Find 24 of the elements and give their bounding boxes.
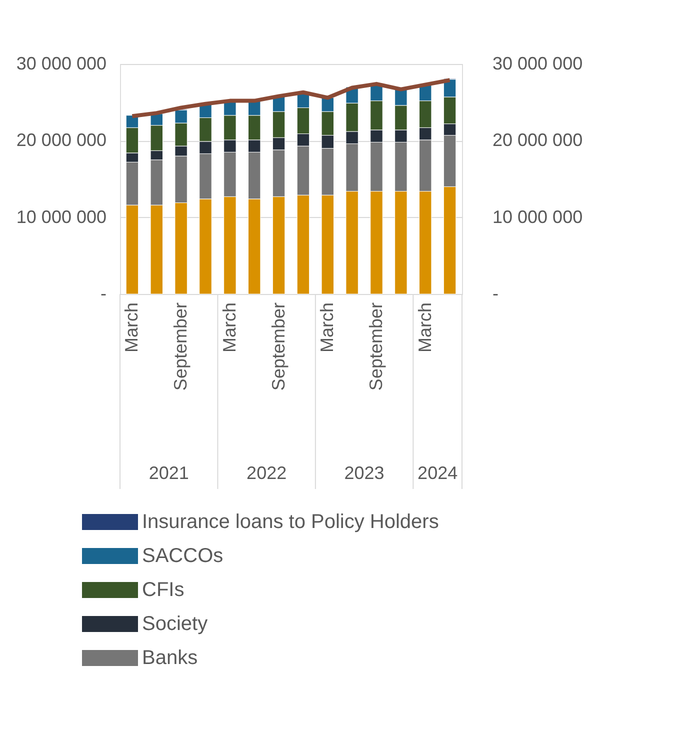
x-tick-label: September [170,302,191,391]
y-tick-label: 10 000 000 [16,206,106,227]
x-tick-label: March [414,302,435,353]
legend-label: Banks [142,647,198,669]
x-tick-label: March [122,302,142,353]
text: 2022 [246,463,287,483]
legend-label: Insurance loans to Policy Holders [142,511,439,533]
x-tick-label: March [317,302,338,353]
y2-tick-label: - [492,284,498,304]
legend-label: CFIs [142,579,184,601]
y2-tick-label: 10 000 000 [492,206,583,227]
y-tick-label: 20 000 000 [16,130,106,150]
x-tick-label: March [219,302,240,353]
text: 2021 [148,463,189,483]
x-tick-label: September [366,302,386,391]
y-tick-label: - [100,284,106,304]
text: 2023 [344,463,384,483]
legend-label: Society [142,613,208,635]
y2-tick-label: 30 000 000 [492,54,583,74]
legend-label: SACCOs [142,545,224,567]
y-tick-label: 30 000 000 [16,54,106,74]
x-tick-label: September [268,302,288,391]
text: 2024 [418,463,458,483]
y2-tick-label: 20 000 000 [492,130,583,150]
